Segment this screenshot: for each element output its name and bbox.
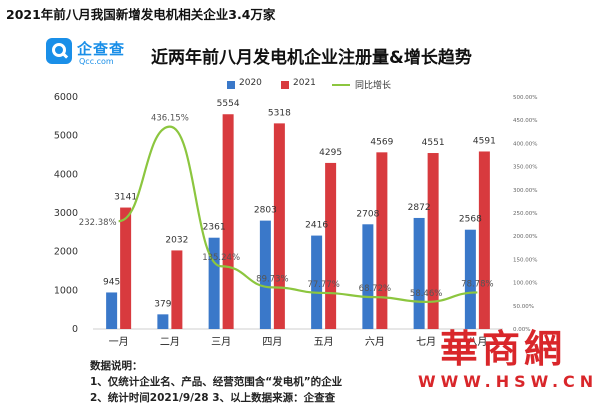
x-tick-label: 三月 [211,336,231,348]
notes-line-2: 2、统计时间2021/9/28 3、以上数据来源：企查查 [90,392,336,404]
data-label-2021: 4295 [319,148,342,158]
data-label-2021: 2032 [165,235,188,245]
bar-2020 [311,235,323,329]
chart-title: 近两年前八月发电机企业注册量&增长趋势 [151,48,472,68]
yoy-data-label: 68.72% [359,284,391,294]
data-label-2020: 379 [154,299,171,309]
data-label-2021: 4551 [422,138,445,148]
y-right-tick-label: 400.00% [513,141,537,147]
yoy-data-label: 78.78% [461,279,493,289]
x-tick-label: 六月 [365,336,385,348]
bar-2021 [273,123,285,329]
bar-2020 [157,314,169,329]
y-right-tick-label: 300.00% [513,188,537,194]
yoy-data-label: 436.15% [151,114,189,124]
yoy-data-label: 135.24% [202,253,240,263]
data-label-2020: 945 [103,277,120,287]
bar-2020 [208,237,220,329]
x-tick-label: 一月 [109,336,129,348]
watermark-logo-cn: 華商網 [440,326,567,371]
bar-2021 [171,250,183,329]
y-left-tick-label: 4000 [54,169,78,180]
data-label-2021: 5554 [217,99,240,109]
y-left-tick-label: 2000 [54,247,78,258]
y-left-tick-label: 6000 [54,92,78,103]
bar-2020 [362,224,374,329]
logo-name: 企查查 [77,40,126,58]
legend-label-yoy: 同比增长 [355,81,392,91]
bar-2020 [259,220,271,329]
y-right-tick-label: 100.00% [513,281,537,287]
bar-2021 [478,151,490,329]
data-notes: 数据说明： 1、仅统计企业名、产品、经营范围含“发电机”的企业 2、统计时间20… [90,358,342,406]
yoy-data-label: 77.77% [307,280,339,290]
notes-title: 数据说明： [90,360,143,372]
data-label-2020: 2361 [203,223,226,233]
legend-swatch-2021 [281,81,289,89]
data-label-2020: 2568 [459,215,482,225]
y-right-tick-label: 0.00% [513,327,530,333]
data-label-2020: 2416 [305,221,328,231]
bar-2021 [120,207,132,329]
yoy-growth-line [118,125,478,303]
bar-2020 [464,229,476,329]
data-label-2021: 5318 [268,108,291,118]
logo-domain: Qcc.com [79,57,114,66]
data-label-2021: 4591 [473,136,496,146]
y-left-tick-label: 3000 [54,208,78,219]
qcc-logo-icon [46,38,72,64]
legend-label-2020: 2020 [239,78,262,88]
yoy-data-label: 89.73% [256,274,288,284]
data-label-2021: 4569 [370,137,393,147]
watermark-logo-en: WWW.HSW.CN [418,372,599,391]
y-right-tick-label: 200.00% [513,234,537,240]
bar-2020 [106,292,118,329]
x-tick-label: 五月 [314,336,334,348]
bar-2021 [222,114,234,329]
y-left-tick-label: 0 [72,324,78,335]
y-right-tick-label: 500.00% [513,95,537,101]
y-left-tick-label: 1000 [54,285,78,296]
y-left-tick-label: 5000 [54,131,78,142]
y-right-tick-label: 350.00% [513,165,537,171]
y-right-tick-label: 250.00% [513,211,537,217]
data-label-2020: 2708 [356,209,379,219]
y-right-tick-label: 50.00% [513,304,534,310]
bar-2021 [427,153,439,329]
data-label-2021: 3141 [114,193,137,203]
chart-legend: 2020 2021 同比增长 [0,78,609,92]
data-label-2020: 2872 [408,203,431,213]
headline: 2021年前八月我国新增发电机相关企业3.4万家 [6,7,276,22]
yoy-data-label: 58.46% [410,289,442,299]
x-tick-label: 七月 [416,336,436,348]
yoy-data-label: 232.38% [79,218,117,228]
y-right-tick-label: 450.00% [513,118,537,124]
legend-label-2021: 2021 [293,78,316,88]
legend-line-yoy [332,84,350,86]
x-tick-label: 八月 [467,336,487,348]
bar-2021 [376,152,388,329]
x-tick-label: 四月 [262,336,282,348]
legend-swatch-2020 [227,81,235,89]
data-label-2020: 2803 [254,206,277,216]
y-right-tick-label: 150.00% [513,257,537,263]
bar-2020 [413,217,425,329]
x-tick-label: 二月 [160,336,180,348]
bar-2021 [325,162,337,329]
notes-line-1: 1、仅统计企业名、产品、经营范围含“发电机”的企业 [90,376,343,388]
